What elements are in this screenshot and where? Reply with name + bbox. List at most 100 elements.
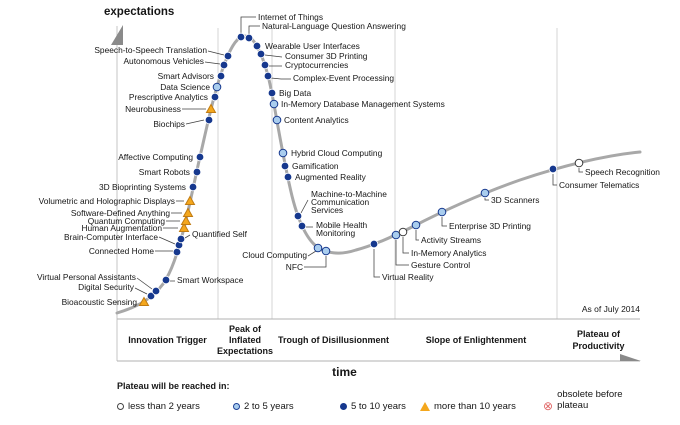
label-digital-security: Digital Security (78, 282, 135, 292)
point-cryptocurrencies (260, 60, 270, 70)
label-activity-streams: Activity Streams (421, 235, 481, 245)
connector-speech-to-speech-translation (207, 50, 225, 56)
point-virtual-personal-assistants (151, 286, 161, 296)
label-prescriptive-analytics: Prescriptive Analytics (129, 92, 208, 102)
white-circle-icon (117, 403, 124, 410)
legend-title: Plateau will be reached in: (117, 381, 230, 391)
label-machine-to-machine-communication-services: Machine-to-Machine Communication Services (311, 189, 387, 215)
label-consumer-telematics: Consumer Telematics (559, 180, 639, 190)
label-internet-of-things: Internet of Things (258, 12, 323, 22)
legend-item-obsolete-before-plateau: ⊗ obsolete before plateau (543, 389, 633, 413)
label-complex-event-processing: Complex-Event Processing (293, 73, 394, 83)
point-smart-robots (192, 167, 202, 177)
crossed-circle-icon: ⊗ (543, 398, 554, 413)
legend-label: more than 10 years (434, 401, 516, 412)
point-gesture-control (391, 230, 401, 240)
label-content-analytics: Content Analytics (284, 115, 349, 125)
label-3d-bioprinting-systems: 3D Bioprinting Systems (99, 182, 186, 192)
point-gamification (280, 161, 290, 171)
label-augmented-reality: Augmented Reality (295, 172, 367, 182)
point-wearable-user-interfaces (252, 41, 262, 51)
label-speech-to-speech-translation: Speech-to-Speech Translation (94, 45, 207, 55)
orange-triangle-icon (420, 402, 430, 411)
phase-label-slope-of-enlightenment: Slope of Enlightenment (425, 334, 527, 345)
connector-internet-of-things (240, 16, 256, 33)
label-human-augmentation: Human Augmentation (81, 223, 162, 233)
x-axis-label: time (332, 365, 357, 379)
connector-gesture-control (395, 240, 409, 266)
label-in-memory-analytics: In-Memory Analytics (411, 248, 486, 258)
point-consumer-3d-printing (256, 49, 266, 59)
light-blue-circle-icon (233, 403, 240, 410)
connector-3d-scanners (484, 198, 489, 201)
point-neurobusiness (205, 103, 217, 113)
connector-cloud-computing (307, 250, 317, 257)
phase-label-plateau-of-productivity: Plateau of Productivity (572, 329, 625, 351)
legend-item-more-than-10-years: more than 10 years (420, 401, 516, 412)
connector-consumer-telematics (552, 174, 557, 186)
point-3d-bioprinting-systems (188, 182, 198, 192)
point-big-data (267, 88, 277, 98)
legend-label: 2 to 5 years (244, 401, 294, 412)
connector-enterprise-3d-printing (441, 217, 447, 227)
label-bioacoustic-sensing: Bioacoustic Sensing (62, 297, 138, 307)
point-nfc (321, 246, 331, 256)
point-virtual-reality (369, 239, 379, 249)
point-mobile-health-monitoring (297, 221, 307, 231)
connector-quantified-self (184, 234, 191, 239)
dark-blue-circle-icon (340, 403, 347, 410)
point-enterprise-3d-printing (437, 207, 447, 217)
point-in-memory-database-management-systems (269, 99, 279, 109)
connector-in-memory-analytics (402, 237, 409, 254)
label-cloud-computing: Cloud Computing (242, 250, 307, 260)
label-nfc: NFC (286, 262, 303, 272)
point-hybrid-cloud-computing (278, 148, 288, 158)
connector-brain-computer-interface (158, 236, 176, 245)
legend-item-5-to-10-years: 5 to 10 years (340, 401, 406, 412)
label-gamification: Gamification (292, 161, 339, 171)
label-neurobusiness: Neurobusiness (125, 104, 181, 114)
point-3d-scanners (480, 188, 490, 198)
label-mobile-health-monitoring: Mobile Health Monitoring (316, 220, 368, 238)
connector-autonomous-vehicles (204, 61, 221, 65)
label-enterprise-3d-printing: Enterprise 3D Printing (449, 221, 531, 231)
point-prescriptive-analytics (210, 92, 220, 102)
label-quantum-computing: Quantum Computing (88, 216, 166, 226)
legend-label: 5 to 10 years (351, 401, 406, 412)
label-quantified-self: Quantified Self (192, 229, 248, 239)
legend-label: less than 2 years (128, 401, 200, 412)
phase-label-trough-of-disillusionment: Trough of Disillusionment (278, 334, 389, 345)
point-quantum-computing (180, 215, 192, 225)
label-gesture-control: Gesture Control (411, 260, 470, 270)
connector-virtual-reality (373, 249, 380, 278)
point-autonomous-vehicles (219, 60, 229, 70)
connector-consumer-3d-printing (264, 54, 283, 58)
label-wearable-user-interfaces: Wearable User Interfaces (265, 41, 360, 51)
legend-label: obsolete before plateau (557, 389, 623, 411)
label-virtual-personal-assistants: Virtual Personal Assistants (37, 272, 136, 282)
x-axis-arrow-icon (620, 354, 641, 361)
label-smart-robots: Smart Robots (139, 167, 190, 177)
label-affective-computing: Affective Computing (118, 152, 193, 162)
y-axis-label: expectations (104, 6, 175, 18)
point-bioacoustic-sensing (138, 296, 150, 306)
point-consumer-telematics (548, 164, 558, 174)
connector-virtual-personal-assistants (136, 277, 153, 290)
label-smart-workspace: Smart Workspace (177, 275, 244, 285)
label-speech-recognition: Speech Recognition (585, 167, 660, 177)
label-connected-home: Connected Home (89, 246, 155, 256)
connector-nfc (304, 256, 327, 268)
label-smart-advisors: Smart Advisors (158, 71, 214, 81)
point-biochips (204, 115, 214, 125)
point-software-defined-anything (182, 207, 194, 217)
point-digital-security (146, 291, 156, 301)
legend-item-less-than-2-years: less than 2 years (117, 401, 200, 412)
connector-biochips (185, 119, 205, 125)
connector-complex-event-processing (270, 77, 291, 80)
point-cloud-computing (313, 243, 323, 253)
point-natural-language-question-answering (244, 33, 254, 43)
point-quantified-self (176, 234, 186, 244)
point-internet-of-things (236, 32, 246, 42)
